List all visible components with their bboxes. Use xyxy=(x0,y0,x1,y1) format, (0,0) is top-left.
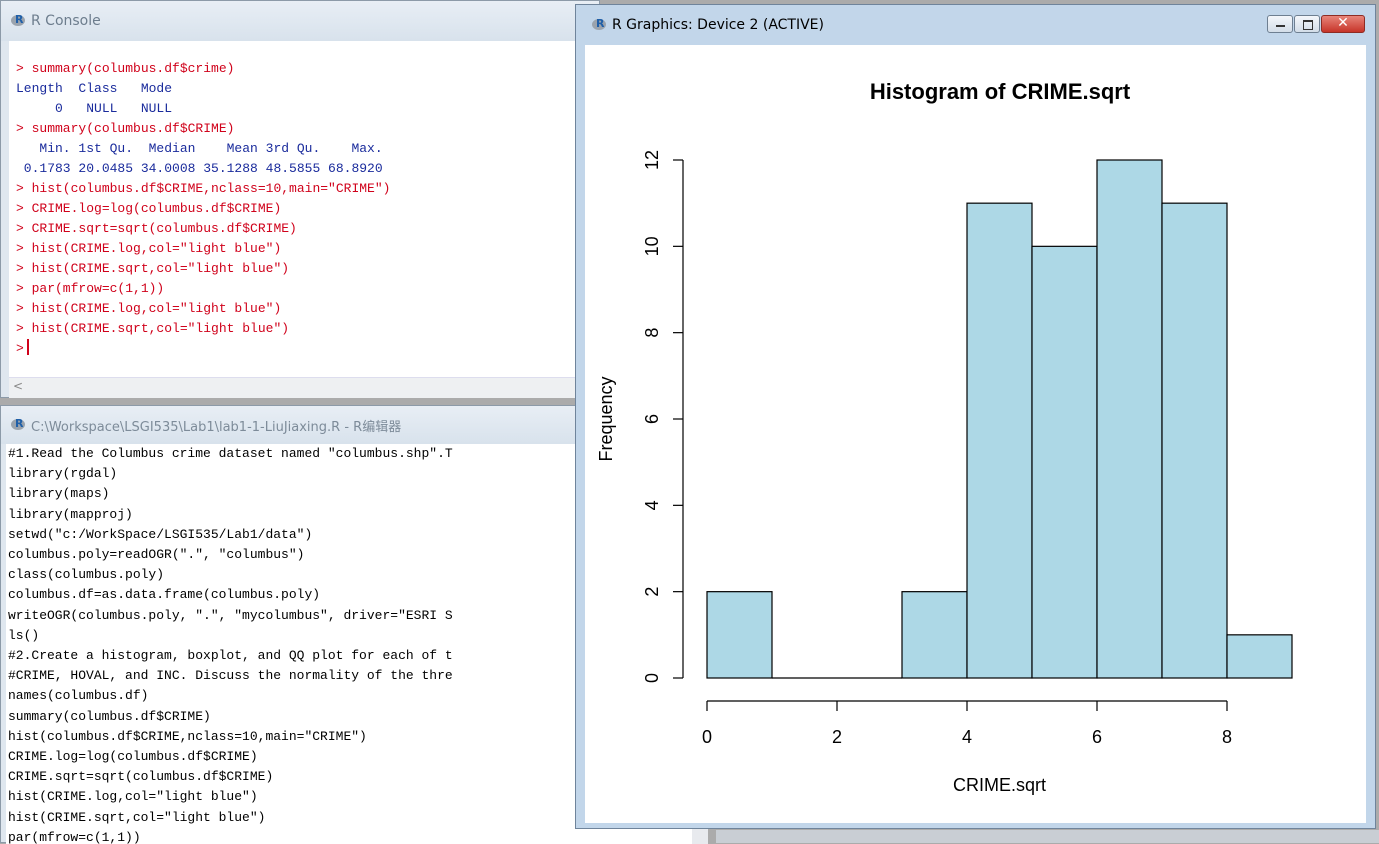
editor-line: library(rgdal) xyxy=(8,466,118,482)
background-window-strip xyxy=(716,830,1379,843)
y-tick-label: 12 xyxy=(642,150,662,170)
editor-line: hist(columbus.df$CRIME,nclass=10,main="C… xyxy=(8,728,367,744)
editor-line: CRIME.sqrt=sqrt(columbus.df$CRIME) xyxy=(8,769,274,785)
console-line: Length Class Mode xyxy=(16,81,173,96)
console-title: R Console xyxy=(31,13,101,29)
editor-line: ls() xyxy=(8,627,40,643)
editor-line: writeOGR(columbus.poly, ".", "mycolumbus… xyxy=(8,607,453,623)
r-logo-icon: R xyxy=(592,17,608,32)
editor-line: par(mfrow=c(1,1)) xyxy=(8,829,141,844)
console-line: > hist(CRIME.log,col="light blue") xyxy=(16,241,282,256)
histogram-bar xyxy=(1096,159,1163,679)
y-tick-label: 10 xyxy=(642,236,662,256)
histogram-chart: Histogram of CRIME.sqrt 0 2 4 6 8 CRIME.sqrt 0 2… xyxy=(596,79,1293,795)
text-cursor xyxy=(26,339,29,355)
console-lines: > summary(columbus.df$crime) Length Class… xyxy=(9,41,599,359)
r-graphics-window[interactable]: R R Graphics: Device 2 (ACTIVE) ✕ Histog… xyxy=(575,4,1376,829)
console-line: 0 NULL NULL xyxy=(16,101,173,116)
histogram-bar xyxy=(706,591,773,679)
x-tick-label: 6 xyxy=(1092,727,1102,747)
console-output[interactable]: > summary(columbus.df$crime) Length Class… xyxy=(9,41,599,377)
console-line: > hist(CRIME.sqrt,col="light blue") xyxy=(16,261,290,276)
y-tick-label: 6 xyxy=(642,414,662,424)
histogram-bar xyxy=(1031,245,1098,679)
r-logo-icon: R xyxy=(11,13,27,28)
console-line: Min. 1st Qu. Median Mean 3rd Qu. Max. xyxy=(16,141,383,156)
window-controls: ✕ xyxy=(1266,15,1365,33)
console-line: > summary(columbus.df$crime) xyxy=(16,61,235,76)
editor-title: C:\Workspace\LSGI535\Lab1\lab1-1-LiuJiax… xyxy=(31,419,402,435)
r-logo-icon: R xyxy=(11,417,27,432)
console-horizontal-scrollbar[interactable]: < xyxy=(9,377,599,398)
y-tick-label: 8 xyxy=(642,328,662,338)
editor-line: #1.Read the Columbus crime dataset named… xyxy=(8,446,453,461)
y-tick-label: 0 xyxy=(642,673,662,683)
editor-line: setwd("c:/WorkSpace/LSGI535/Lab1/data") xyxy=(8,526,313,542)
chart-title: Histogram of CRIME.sqrt xyxy=(870,79,1131,104)
histogram-bar xyxy=(966,202,1033,679)
console-line: > xyxy=(16,339,599,359)
maximize-button[interactable] xyxy=(1294,15,1320,33)
graphics-title: R Graphics: Device 2 (ACTIVE) xyxy=(612,17,824,33)
plot-area: Histogram of CRIME.sqrt 0 2 4 6 8 CRIME.sqrt 0 2… xyxy=(585,45,1366,823)
x-tick-label: 2 xyxy=(832,727,842,747)
console-titlebar[interactable]: R R Console xyxy=(1,1,599,41)
editor-lines: #1.Read the Columbus crime dataset named… xyxy=(6,444,692,844)
editor-line: library(maps) xyxy=(8,486,110,502)
editor-line: class(columbus.poly) xyxy=(8,567,165,583)
x-axis-label: CRIME.sqrt xyxy=(953,775,1046,795)
editor-line: columbus.poly=readOGR(".", "columbus") xyxy=(8,547,305,563)
y-tick-label: 2 xyxy=(642,587,662,597)
console-line: > hist(CRIME.log,col="light blue") xyxy=(16,301,282,316)
editor-line: #2.Create a histogram, boxplot, and QQ p… xyxy=(8,648,453,664)
histogram-bar xyxy=(901,591,968,679)
console-line: > CRIME.sqrt=sqrt(columbus.df$CRIME) xyxy=(16,221,297,236)
editor-line: hist(CRIME.log,col="light blue") xyxy=(8,789,258,805)
editor-line: #CRIME, HOVAL, and INC. Discuss the norm… xyxy=(8,668,453,684)
graphics-titlebar[interactable]: R R Graphics: Device 2 (ACTIVE) xyxy=(576,5,1375,45)
console-line: > hist(columbus.df$CRIME,nclass=10,main=… xyxy=(16,181,391,196)
console-line: > par(mfrow=c(1,1)) xyxy=(16,281,165,296)
close-icon: ✕ xyxy=(1337,15,1349,31)
x-tick-label: 4 xyxy=(962,727,972,747)
console-line: 0.1783 20.0485 34.0008 35.1288 48.5855 6… xyxy=(16,161,383,176)
close-button[interactable]: ✕ xyxy=(1321,15,1365,33)
histogram-bar xyxy=(1161,202,1228,679)
editor-line: hist(CRIME.sqrt,col="light blue") xyxy=(8,809,266,825)
editor-line: CRIME.log=log(columbus.df$CRIME) xyxy=(8,749,258,765)
console-line: > hist(CRIME.sqrt,col="light blue") xyxy=(16,321,290,336)
console-line: > summary(columbus.df$CRIME) xyxy=(16,121,235,136)
editor-line: summary(columbus.df$CRIME) xyxy=(8,708,211,724)
scroll-left-arrow-icon[interactable]: < xyxy=(13,379,24,393)
editor-line: library(mapproj) xyxy=(8,506,133,522)
x-tick-label: 8 xyxy=(1222,727,1232,747)
r-console-window[interactable]: R R Console > summary(columbus.df$crime)… xyxy=(0,0,600,398)
x-tick-label: 0 xyxy=(702,727,712,747)
console-line: > CRIME.log=log(columbus.df$CRIME) xyxy=(16,201,282,216)
y-axis-label: Frequency xyxy=(596,376,616,461)
histogram-bar xyxy=(1226,634,1293,679)
minimize-button[interactable] xyxy=(1267,15,1293,33)
y-tick-label: 4 xyxy=(642,500,662,510)
editor-line: names(columbus.df) xyxy=(8,688,149,704)
editor-line: columbus.df=as.data.frame(columbus.poly) xyxy=(8,587,321,603)
